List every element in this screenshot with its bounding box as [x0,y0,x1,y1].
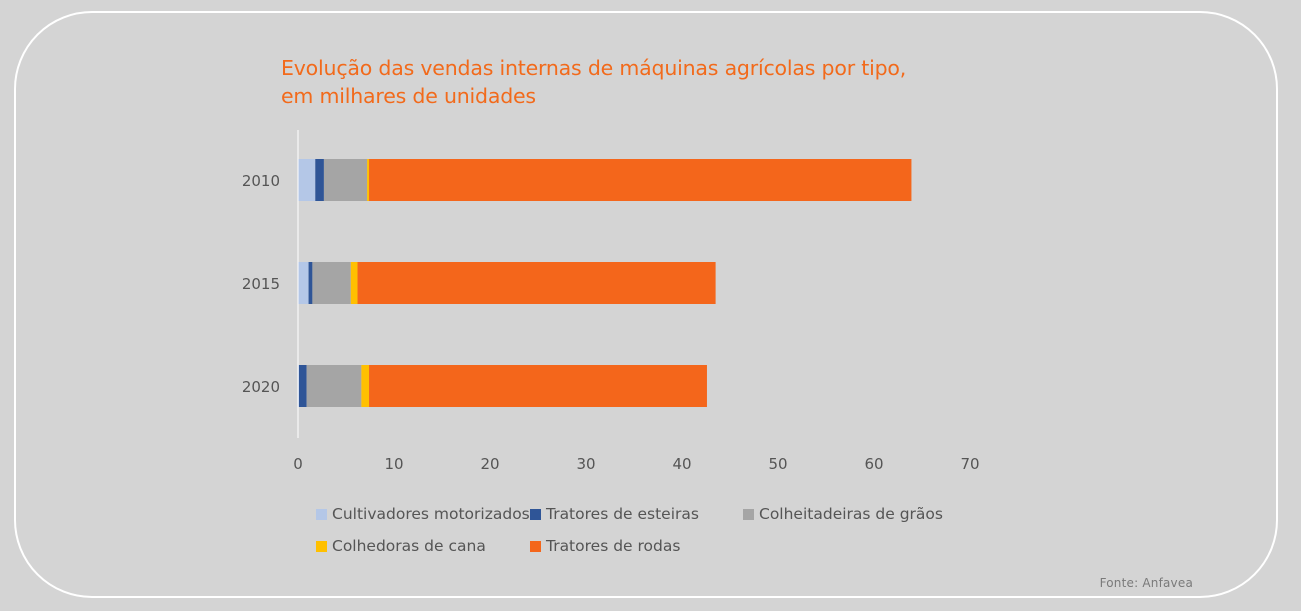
legend-swatch [530,540,541,552]
chart-title-line-1: Evolução das vendas internas de máquinas… [281,56,907,80]
y-tick-label: 2020 [242,378,280,396]
legend-swatch [316,508,327,520]
bar-segment-2015-3 [350,262,358,304]
bar-segment-2010-4 [369,159,912,201]
y-tick-label: 2015 [242,275,280,293]
x-tick-label: 40 [672,455,691,473]
bar-segment-2015-0 [298,262,309,304]
source-note: Fonte: Anfavea [1099,576,1193,590]
bar-segment-2010-0 [298,159,316,201]
x-tick-label: 20 [480,455,499,473]
chart-title: Evolução das vendas internas de máquinas… [281,54,906,110]
bar-segment-2020-1 [298,365,307,407]
legend-swatch [316,540,327,552]
legend-label: Colhedoras de cana [332,537,486,555]
bar-segment-2020-2 [306,365,362,407]
bar-segment-2020-4 [369,365,707,407]
bar-segment-2010-3 [367,159,370,201]
legend-label: Colheitadeiras de grãos [759,505,943,523]
bar-segment-2015-1 [308,262,313,304]
x-axis-labels: 0 10 20 30 40 50 60 70 [293,455,979,473]
x-tick-label: 0 [293,455,303,473]
legend-item: Colhedoras de cana [316,537,486,555]
y-axis-labels: 2010 2015 2020 [242,172,280,396]
legend-swatch [743,508,754,520]
y-tick-label: 2010 [242,172,280,190]
x-tick-label: 70 [960,455,979,473]
legend-label: Tratores de rodas [546,537,681,555]
bar-segment-2010-1 [315,159,324,201]
legend-item: Tratores de rodas [530,537,680,555]
bar-segment-2015-2 [312,262,351,304]
legend-label: Tratores de esteiras [546,505,699,523]
legend-item: Tratores de esteiras [530,505,699,523]
bar-segment-2020-3 [361,365,370,407]
x-tick-label: 60 [864,455,883,473]
chart-card [14,11,1278,598]
x-tick-label: 50 [768,455,787,473]
legend-swatch [530,508,541,520]
bar-segment-2015-4 [357,262,716,304]
chart-title-line-2: em milhares de unidades [281,84,536,108]
x-tick-label: 30 [576,455,595,473]
bar-group [298,159,912,407]
legend-label: Cultivadores motorizados [332,505,530,523]
legend-item: Colheitadeiras de grãos [743,505,943,523]
bar-segment-2010-2 [323,159,368,201]
x-tick-label: 10 [384,455,403,473]
legend-item: Cultivadores motorizados [316,505,530,523]
